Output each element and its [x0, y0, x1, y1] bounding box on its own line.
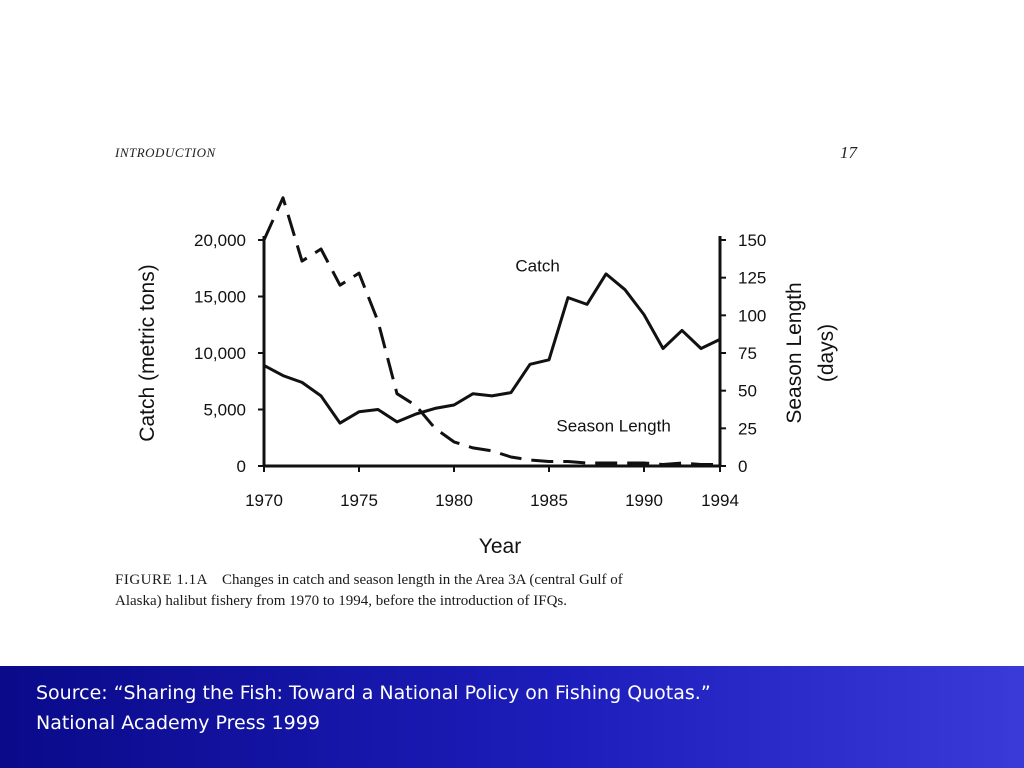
figure-caption: FIGURE 1.1A Changes in catch and season l…	[115, 570, 875, 612]
catch-annotation: Catch	[515, 257, 559, 276]
x-tick-label: 1990	[625, 491, 663, 510]
right-axis-title-line-1: Season Length	[783, 282, 806, 423]
catch-series-line	[263, 272, 721, 425]
page-number: 17	[840, 143, 857, 162]
left-tick-label: 10,000	[194, 344, 246, 363]
right-tick-label: 0	[738, 457, 747, 476]
season-length-series-line	[262, 196, 720, 466]
right-tick-label: 50	[738, 382, 757, 401]
figure-caption-line-1: Changes in catch and season length in th…	[222, 572, 623, 588]
left-axis-title: Catch (metric tons)	[136, 264, 159, 441]
book-page-header: INTRODUCTION 17	[115, 143, 857, 167]
source-panel: Source: “Sharing the Fish: Toward a Nati…	[0, 666, 1024, 768]
left-tick-label: 0	[237, 457, 246, 476]
figure-caption-label: FIGURE 1.1A	[115, 572, 209, 588]
right-tick-label: 75	[738, 344, 757, 363]
right-tick-label: 125	[738, 269, 766, 288]
figure-caption-line-2: Alaska) halibut fishery from 1970 to 199…	[115, 593, 567, 609]
x-tick-label: 1975	[340, 491, 378, 510]
running-head: INTRODUCTION	[115, 145, 216, 160]
season-length-annotation: Season Length	[556, 416, 670, 435]
x-tick-label: 1985	[530, 491, 568, 510]
left-tick-label: 20,000	[194, 231, 246, 250]
x-axis-title: Year	[479, 535, 521, 558]
x-tick-label: 1980	[435, 491, 473, 510]
left-tick-label: 15,000	[194, 288, 246, 307]
source-line-1: Source: “Sharing the Fish: Toward a Nati…	[36, 682, 711, 704]
x-tick-label: 1970	[245, 491, 283, 510]
x-tick-label: 1994	[701, 491, 739, 510]
right-tick-label: 150	[738, 231, 766, 250]
source-citation: Source: “Sharing the Fish: Toward a Nati…	[36, 678, 711, 738]
left-tick-label: 5,000	[203, 401, 246, 420]
right-tick-label: 100	[738, 306, 766, 325]
right-tick-label: 25	[738, 419, 757, 438]
source-line-2: National Academy Press 1999	[36, 712, 320, 734]
right-axis-title-line-2: (days)	[815, 324, 838, 382]
